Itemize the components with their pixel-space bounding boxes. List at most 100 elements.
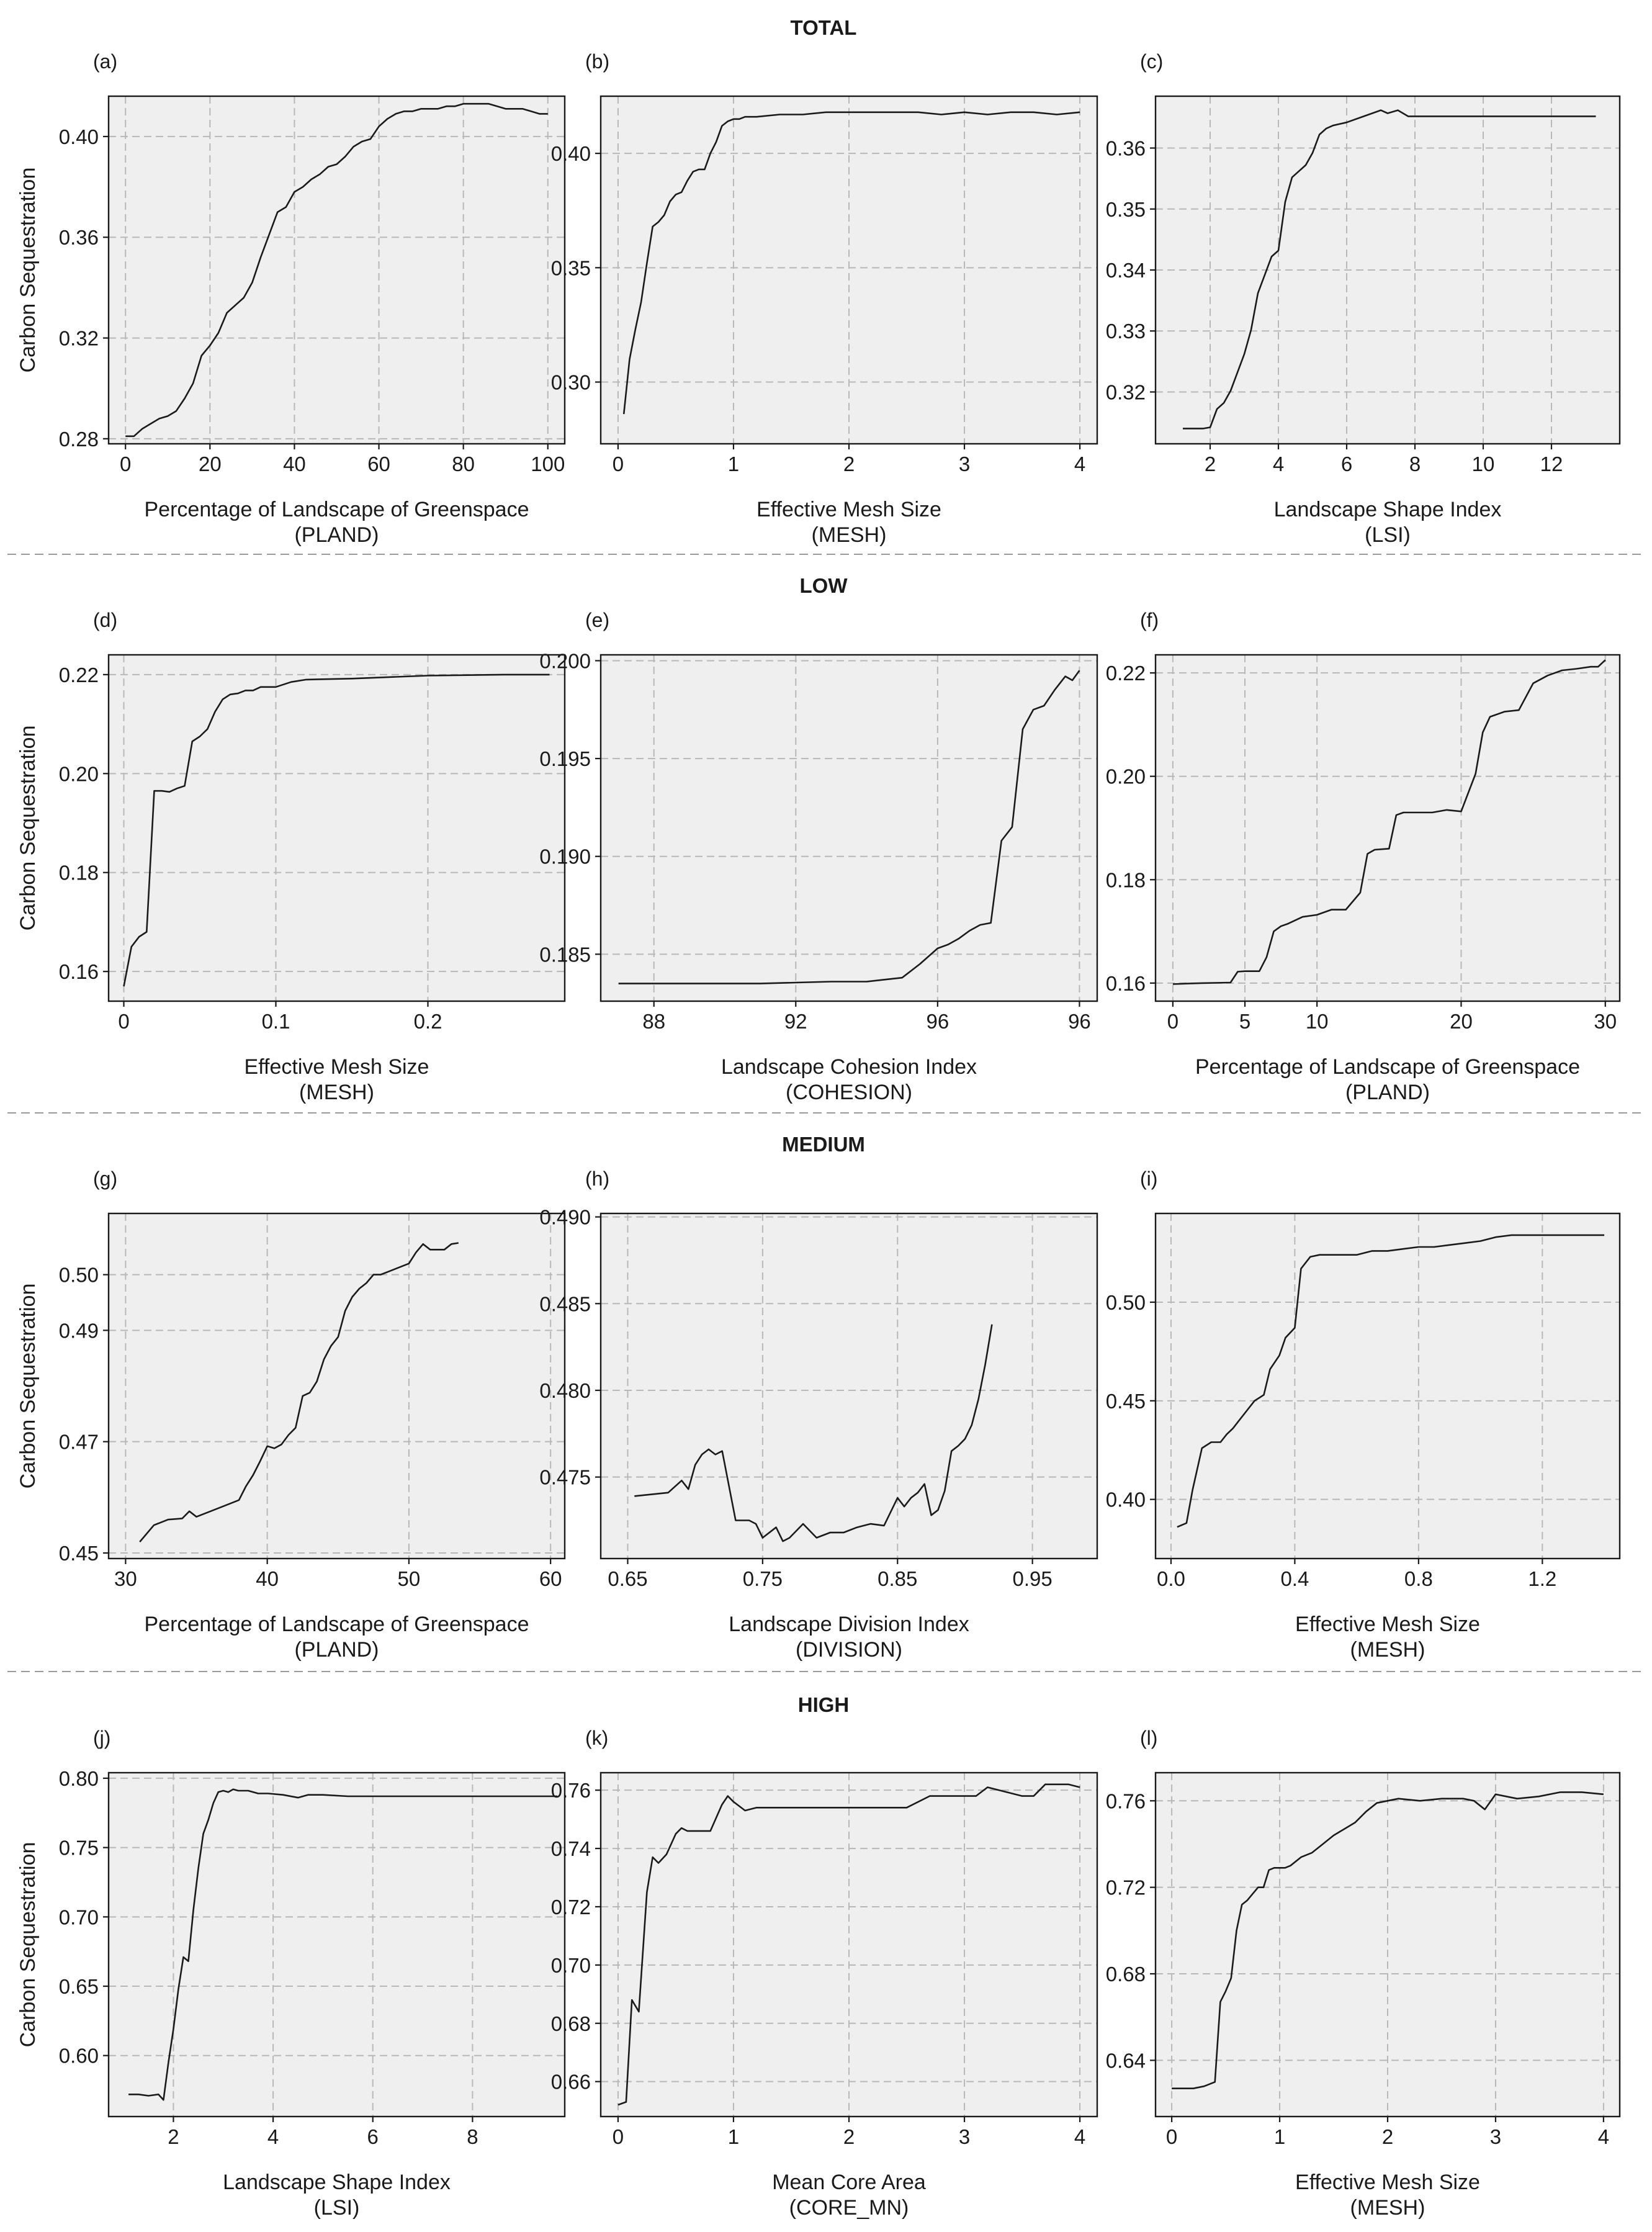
x-axis-title: Landscape Cohesion Index bbox=[721, 1055, 977, 1079]
panel-label: (k) bbox=[585, 1727, 608, 1749]
x-tick-label: 10 bbox=[1472, 452, 1495, 475]
y-tick-label: 0.70 bbox=[551, 1954, 591, 1977]
y-axis-title: Carbon Sequestration bbox=[16, 168, 40, 373]
x-axis-subtitle: (LSI) bbox=[314, 2196, 360, 2220]
x-tick-label: 0.2 bbox=[414, 1010, 442, 1033]
x-tick-label: 40 bbox=[256, 1567, 279, 1590]
chart-panel: 0.0 0.4 0.8 1.2 0.40 0.45 0.50 (i) Effective Mes… bbox=[1106, 1168, 1621, 1662]
x-tick-label: 2 bbox=[1205, 452, 1216, 475]
section-title-total: TOTAL bbox=[791, 16, 857, 39]
x-tick-label: 2 bbox=[168, 2125, 179, 2148]
x-tick-label: 2 bbox=[843, 2125, 855, 2148]
x-tick-label: 80 bbox=[452, 452, 475, 475]
chart-panel: 0 1 2 3 4 0.64 0.68 0.72 0.76 (l) Effective Mesh S… bbox=[1106, 1727, 1621, 2220]
plot-area bbox=[109, 655, 565, 1001]
y-tick-label: 0.33 bbox=[1106, 320, 1146, 343]
x-tick-label: 30 bbox=[114, 1567, 137, 1590]
x-tick-label: 10 bbox=[1306, 1010, 1329, 1033]
data-series-line bbox=[128, 1788, 557, 2101]
x-tick-label: 0 bbox=[120, 452, 131, 475]
y-tick-label: 0.70 bbox=[59, 1906, 99, 1928]
panel-label: (b) bbox=[585, 50, 609, 73]
x-tick-label: 30 bbox=[1594, 1010, 1617, 1033]
y-tick-label: 0.22 bbox=[1106, 662, 1146, 685]
panel-label: (a) bbox=[93, 50, 117, 73]
plot-frame bbox=[107, 95, 566, 445]
panel-label: (l) bbox=[1140, 1727, 1157, 1749]
y-tick-label: 0.35 bbox=[551, 256, 591, 279]
x-tick-label: 0.8 bbox=[1404, 1567, 1433, 1590]
y-tick-label: 0.20 bbox=[59, 762, 99, 785]
y-tick-label: 0.50 bbox=[59, 1264, 99, 1287]
data-series-line bbox=[1177, 1234, 1605, 1528]
x-tick-label: 4 bbox=[267, 2125, 279, 2148]
y-tick-label: 0.475 bbox=[539, 1466, 591, 1489]
plot-area bbox=[109, 1213, 565, 1559]
y-axis-title: Carbon Sequestration bbox=[16, 726, 40, 931]
plot-area bbox=[1156, 1213, 1620, 1559]
chart-panel: 0 1 2 3 4 0.30 0.35 0.40 (b) Effective Mesh Size(… bbox=[551, 50, 1098, 547]
y-tick-label: 0.47 bbox=[59, 1431, 99, 1454]
y-tick-label: 0.65 bbox=[59, 1975, 99, 1998]
x-tick-label: 0.95 bbox=[1013, 1567, 1053, 1590]
x-tick-label: 0.85 bbox=[878, 1567, 917, 1590]
y-tick-label: 0.185 bbox=[539, 943, 591, 966]
data-series-line bbox=[634, 1324, 993, 1542]
plot-area bbox=[601, 655, 1097, 1001]
plot-area bbox=[109, 96, 565, 444]
x-tick-label: 3 bbox=[1490, 2125, 1501, 2148]
x-axis-title: Landscape Shape Index bbox=[223, 2171, 451, 2194]
x-tick-label: 92 bbox=[784, 1010, 807, 1033]
x-tick-label: 96 bbox=[1068, 1010, 1091, 1033]
x-axis-subtitle: (MESH) bbox=[299, 1081, 374, 1104]
x-axis-title: Percentage of Landscape of Greenspace bbox=[1195, 1055, 1580, 1079]
x-tick-label: 0.4 bbox=[1280, 1567, 1309, 1590]
x-axis-subtitle: (MESH) bbox=[1350, 2196, 1425, 2220]
x-tick-label: 2 bbox=[1382, 2125, 1393, 2148]
y-tick-label: 0.195 bbox=[539, 747, 591, 770]
data-series-line bbox=[1172, 659, 1606, 985]
data-series-line bbox=[123, 673, 550, 987]
x-axis-subtitle: (PLAND) bbox=[294, 523, 379, 547]
y-tick-label: 0.16 bbox=[59, 960, 99, 983]
y-tick-label: 0.480 bbox=[539, 1379, 591, 1402]
x-tick-label: 8 bbox=[1409, 452, 1421, 475]
x-tick-label: 40 bbox=[283, 452, 306, 475]
y-tick-label: 0.72 bbox=[1106, 1876, 1146, 1899]
y-tick-label: 0.32 bbox=[1106, 380, 1146, 403]
y-tick-label: 0.76 bbox=[551, 1779, 591, 1802]
chart-panel: 30 40 50 60 0.45 0.47 0.49 0.50 (g) Percentage of… bbox=[16, 1168, 566, 1662]
y-tick-label: 0.45 bbox=[59, 1542, 99, 1565]
y-tick-label: 0.36 bbox=[59, 226, 99, 249]
x-tick-label: 0.75 bbox=[743, 1567, 783, 1590]
y-tick-label: 0.34 bbox=[1106, 259, 1146, 282]
x-tick-label: 88 bbox=[642, 1010, 665, 1033]
data-series-line bbox=[617, 1783, 1080, 2106]
chart-panel: 0 0.1 0.2 0.16 0.18 0.20 0.22 (d) Effective Mesh… bbox=[16, 609, 566, 1104]
x-axis-title: Mean Core Area bbox=[772, 2171, 926, 2194]
x-tick-label: 2 bbox=[843, 452, 855, 475]
section-title-high: HIGH bbox=[798, 1693, 850, 1716]
x-axis-title: Effective Mesh Size bbox=[756, 498, 941, 521]
chart-panel: 0 5 10 20 30 0.16 0.18 0.20 0.22 (f) Percentage of… bbox=[1106, 609, 1621, 1104]
x-tick-label: 0.0 bbox=[1157, 1567, 1185, 1590]
plot-area bbox=[601, 1213, 1097, 1559]
x-tick-label: 100 bbox=[531, 452, 565, 475]
x-axis-subtitle: (PLAND) bbox=[1345, 1081, 1430, 1104]
y-tick-label: 0.64 bbox=[1106, 2049, 1146, 2072]
x-tick-label: 0.65 bbox=[608, 1567, 647, 1590]
x-tick-label: 0 bbox=[613, 2125, 624, 2148]
x-tick-label: 6 bbox=[1341, 452, 1352, 475]
plot-frame bbox=[107, 654, 566, 1002]
y-tick-label: 0.50 bbox=[1106, 1291, 1146, 1314]
x-tick-label: 4 bbox=[1074, 452, 1085, 475]
x-tick-label: 1 bbox=[728, 452, 739, 475]
y-tick-label: 0.75 bbox=[59, 1837, 99, 1860]
y-tick-label: 0.36 bbox=[1106, 137, 1146, 160]
x-axis-title: Effective Mesh Size bbox=[245, 1055, 429, 1079]
panel-label: (e) bbox=[585, 609, 609, 631]
y-tick-label: 0.30 bbox=[551, 371, 591, 394]
x-axis-title: Effective Mesh Size bbox=[1295, 2171, 1480, 2194]
x-axis-subtitle: (LSI) bbox=[1365, 523, 1411, 547]
chart-panel: 2 4 6 8 0.60 0.65 0.70 0.75 0.80 (j) Landscape Sha… bbox=[16, 1727, 566, 2220]
